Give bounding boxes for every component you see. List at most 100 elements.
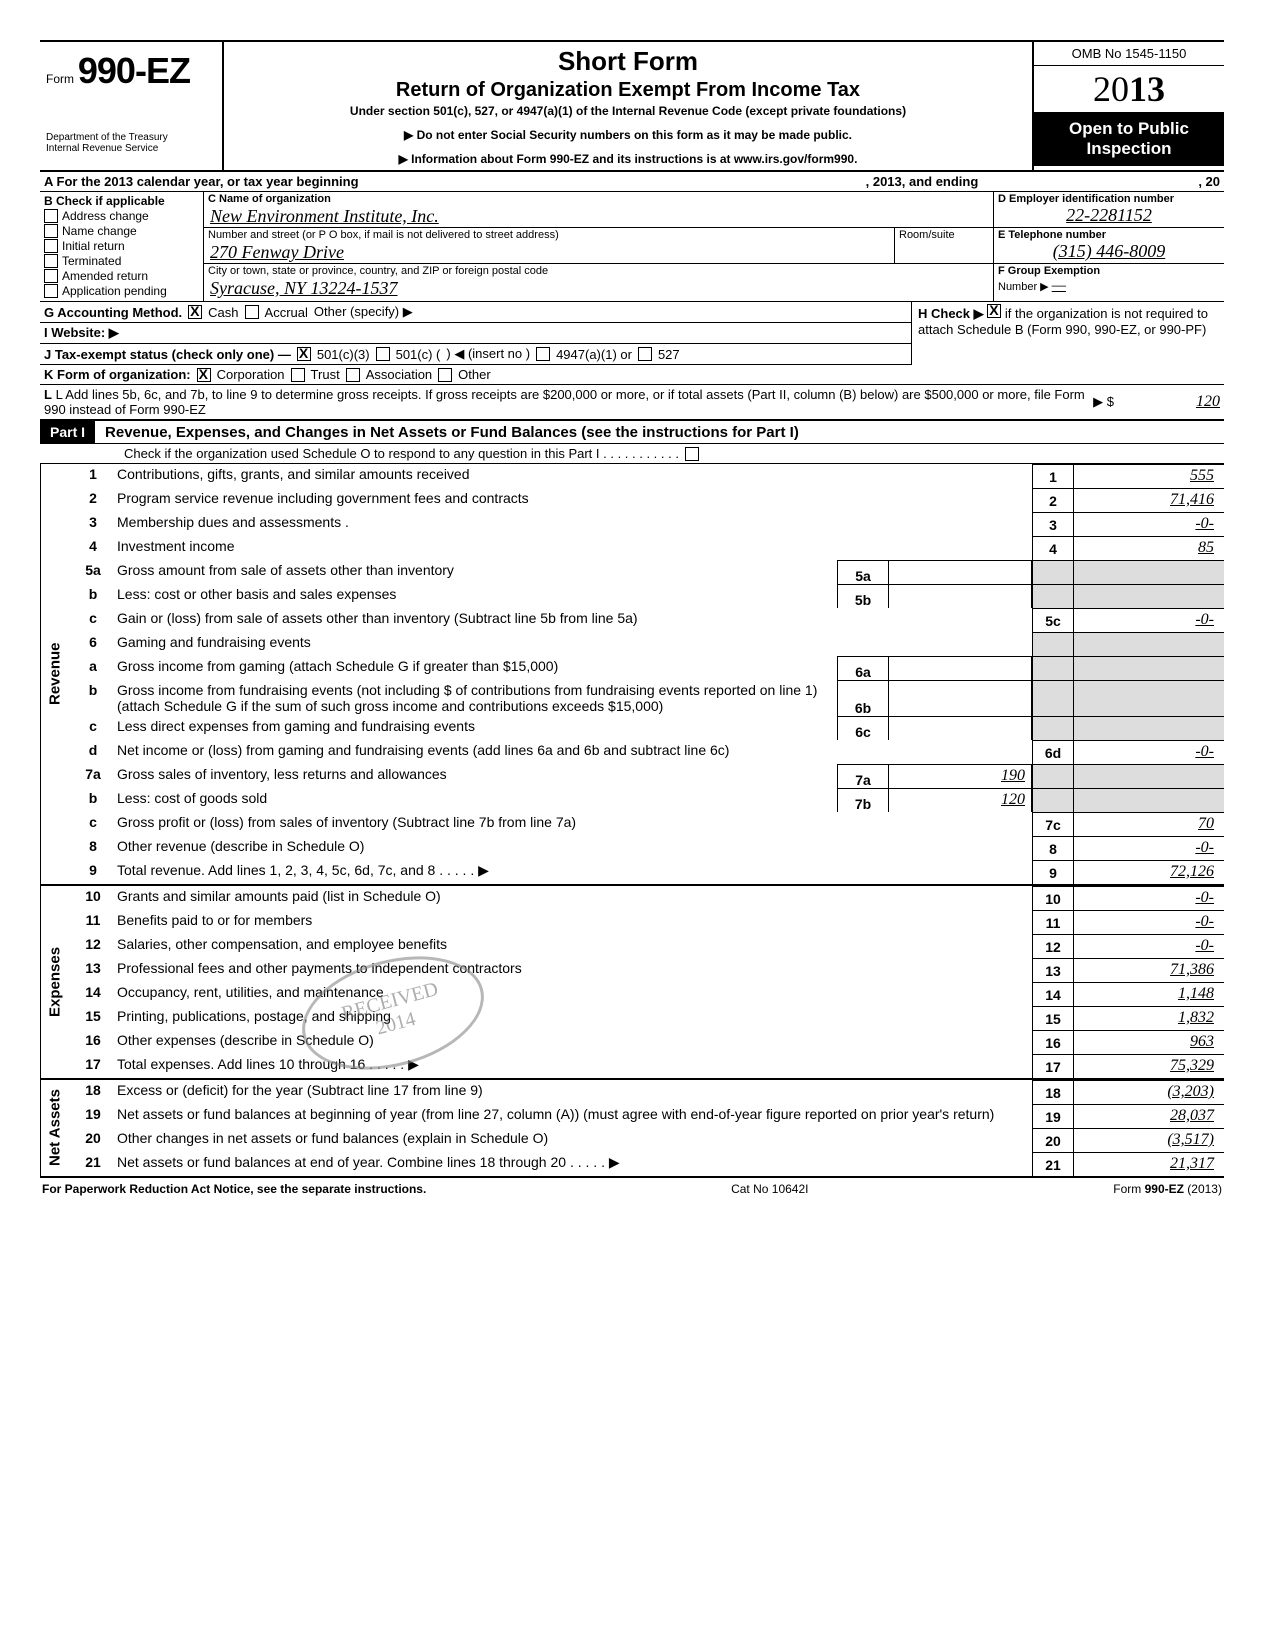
c-addr-label: Number and street (or P O box, if mail i… <box>204 228 894 242</box>
section-bcdef: B Check if applicable Address change Nam… <box>40 192 1224 302</box>
row-g: G Accounting Method. Cash Accrual Other … <box>40 302 911 323</box>
cb-corp[interactable] <box>197 368 211 382</box>
expenses-label: Expenses <box>40 886 69 1078</box>
row-i: I Website: ▶ <box>40 323 911 344</box>
form-990ez: Form 990-EZ Department of the Treasury I… <box>40 40 1224 1200</box>
line-c: cLess direct expenses from gaming and fu… <box>69 716 1224 740</box>
line-6: 6Gaming and fundraising events <box>69 632 1224 656</box>
line-20: 20Other changes in net assets or fund ba… <box>69 1128 1224 1152</box>
note-info: ▶ Information about Form 990-EZ and its … <box>232 152 1024 166</box>
subtitle: Under section 501(c), 527, or 4947(a)(1)… <box>232 104 1024 118</box>
title-box: Short Form Return of Organization Exempt… <box>224 42 1034 170</box>
line-14: 14Occupancy, rent, utilities, and mainte… <box>69 982 1224 1006</box>
tax-year: 2013 <box>1034 66 1224 113</box>
netassets-section: Net Assets 18Excess or (deficit) for the… <box>40 1080 1224 1178</box>
part1-tab: Part I <box>40 421 95 443</box>
line-15: 15Printing, publications, postage, and s… <box>69 1006 1224 1030</box>
form-prefix: Form <box>46 72 74 86</box>
org-addr: 270 Fenway Drive <box>204 242 894 263</box>
line-10: 10Grants and similar amounts paid (list … <box>69 886 1224 910</box>
f-label2: Number ▶ <box>998 281 1049 293</box>
line-2: 2Program service revenue including gover… <box>69 488 1224 512</box>
line-c: cGross profit or (loss) from sales of in… <box>69 812 1224 836</box>
row-l: L L Add lines 5b, 6c, and 7b, to line 9 … <box>40 385 1224 421</box>
cb-schedo[interactable] <box>685 447 699 461</box>
cb-initial[interactable] <box>44 239 58 253</box>
revenue-label: Revenue <box>40 464 69 884</box>
cb-accrual[interactable] <box>245 305 259 319</box>
line-5a: 5aGross amount from sale of assets other… <box>69 560 1224 584</box>
cb-address[interactable] <box>44 209 58 223</box>
form-label-box: Form 990-EZ Department of the Treasury I… <box>40 42 224 170</box>
gross-receipts: 120 <box>1120 393 1220 411</box>
line-b: bLess: cost of goods sold7b120 <box>69 788 1224 812</box>
cb-schedb[interactable] <box>987 304 1001 318</box>
room-label: Room/suite <box>894 228 993 263</box>
c-name-label: C Name of organization <box>204 192 993 206</box>
footer-right: Form 990-EZ (2013) <box>1113 1182 1222 1196</box>
phone: (315) 446-8009 <box>998 241 1220 262</box>
part1-title: Revenue, Expenses, and Changes in Net As… <box>95 424 1224 441</box>
part1-sub: Check if the organization used Schedule … <box>40 444 1224 464</box>
col-def: D Employer identification number 22-2281… <box>994 192 1224 301</box>
header: Form 990-EZ Department of the Treasury I… <box>40 42 1224 172</box>
org-city: Syracuse, NY 13224-1537 <box>204 278 993 299</box>
revenue-section: Revenue 1Contributions, gifts, grants, a… <box>40 464 1224 886</box>
line-b: bLess: cost or other basis and sales exp… <box>69 584 1224 608</box>
line-1: 1Contributions, gifts, grants, and simil… <box>69 464 1224 488</box>
col-c: C Name of organization New Environment I… <box>204 192 994 301</box>
d-label: D Employer identification number <box>998 193 1220 205</box>
line-11: 11Benefits paid to or for members11-0- <box>69 910 1224 934</box>
line-16: 16Other expenses (describe in Schedule O… <box>69 1030 1224 1054</box>
row-j: J Tax-exempt status (check only one) — 5… <box>40 344 911 365</box>
footer: For Paperwork Reduction Act Notice, see … <box>40 1178 1224 1200</box>
cb-527[interactable] <box>638 347 652 361</box>
cb-501c3[interactable] <box>297 347 311 361</box>
expenses-section: Expenses 10Grants and similar amounts pa… <box>40 886 1224 1080</box>
cb-amended[interactable] <box>44 269 58 283</box>
line-a: aGross income from gaming (attach Schedu… <box>69 656 1224 680</box>
open-to-public: Open to Public Inspection <box>1034 113 1224 166</box>
line-13: 13Professional fees and other payments t… <box>69 958 1224 982</box>
org-name: New Environment Institute, Inc. <box>204 206 993 227</box>
line-7a: 7aGross sales of inventory, less returns… <box>69 764 1224 788</box>
line-3: 3Membership dues and assessments .3-0- <box>69 512 1224 536</box>
b-title: B Check if applicable <box>44 194 199 208</box>
main-title: Return of Organization Exempt From Incom… <box>232 79 1024 102</box>
line-18: 18Excess or (deficit) for the year (Subt… <box>69 1080 1224 1104</box>
cb-trust[interactable] <box>291 368 305 382</box>
footer-mid: Cat No 10642I <box>731 1182 808 1196</box>
footer-left: For Paperwork Reduction Act Notice, see … <box>42 1182 426 1196</box>
line-21: 21Net assets or fund balances at end of … <box>69 1152 1224 1176</box>
cb-name[interactable] <box>44 224 58 238</box>
row-k: K Form of organization: Corporation Trus… <box>40 365 1224 385</box>
cb-terminated[interactable] <box>44 254 58 268</box>
cb-4947[interactable] <box>536 347 550 361</box>
line-12: 12Salaries, other compensation, and empl… <box>69 934 1224 958</box>
right-box: OMB No 1545-1150 2013 Open to Public Ins… <box>1034 42 1224 170</box>
part1-header: Part I Revenue, Expenses, and Changes in… <box>40 421 1224 444</box>
line-8: 8Other revenue (describe in Schedule O)8… <box>69 836 1224 860</box>
col-b-checkboxes: B Check if applicable Address change Nam… <box>40 192 204 301</box>
note-ssn: ▶ Do not enter Social Security numbers o… <box>232 128 1024 142</box>
c-city-label: City or town, state or province, country… <box>204 264 993 278</box>
cb-other[interactable] <box>438 368 452 382</box>
line-d: dNet income or (loss) from gaming and fu… <box>69 740 1224 764</box>
row-h: H Check ▶ if the organization is not req… <box>911 302 1224 365</box>
omb-number: OMB No 1545-1150 <box>1034 42 1224 66</box>
line-19: 19Net assets or fund balances at beginni… <box>69 1104 1224 1128</box>
line-b: bGross income from fundraising events (n… <box>69 680 1224 716</box>
f-label: F Group Exemption <box>998 265 1220 277</box>
dept-treasury: Department of the Treasury <box>46 132 216 143</box>
cb-pending[interactable] <box>44 284 58 298</box>
line-17: 17Total expenses. Add lines 10 through 1… <box>69 1054 1224 1078</box>
e-label: E Telephone number <box>998 229 1220 241</box>
ein: 22-2281152 <box>998 205 1220 226</box>
cb-assoc[interactable] <box>346 368 360 382</box>
netassets-label: Net Assets <box>40 1080 69 1176</box>
cb-cash[interactable] <box>188 305 202 319</box>
cb-501c[interactable] <box>376 347 390 361</box>
f-val: — <box>1052 277 1066 294</box>
line-9: 9Total revenue. Add lines 1, 2, 3, 4, 5c… <box>69 860 1224 884</box>
line-c: cGain or (loss) from sale of assets othe… <box>69 608 1224 632</box>
